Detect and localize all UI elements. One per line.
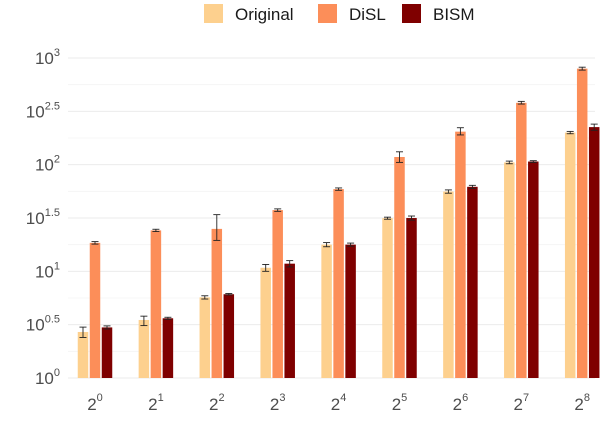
bar-bism-0 xyxy=(101,327,113,378)
bar-disl-2 xyxy=(211,228,223,378)
bars-layer xyxy=(77,68,600,378)
bar-bism-1 xyxy=(162,318,174,378)
error-bar-bism-1 xyxy=(164,316,172,320)
error-bar-disl-4 xyxy=(335,187,343,191)
error-bar-disl-2 xyxy=(213,214,221,241)
error-bar-original-1 xyxy=(140,315,148,327)
bar-disl-8 xyxy=(576,68,588,378)
x-axis-ticks: 20 21 22 23 24 25 26 27 28 xyxy=(87,392,590,414)
y-tick-label: 102 xyxy=(35,154,60,175)
y-tick-label: 101 xyxy=(35,260,60,281)
bar-disl-3 xyxy=(272,210,283,378)
bar-bism-7 xyxy=(528,161,539,378)
error-bar-bism-6 xyxy=(468,184,476,189)
bar-disl-4 xyxy=(333,189,344,378)
y-tick-label: 100.5 xyxy=(26,314,60,335)
error-bar-bism-0 xyxy=(103,325,111,330)
bar-bism-2 xyxy=(223,294,235,378)
bar-original-6 xyxy=(443,191,454,378)
error-bars-layer xyxy=(79,66,598,338)
bar-original-3 xyxy=(260,267,271,378)
error-bar-original-3 xyxy=(262,264,270,272)
error-bar-original-2 xyxy=(201,295,209,300)
x-tick-label: 21 xyxy=(148,392,164,414)
error-bar-bism-7 xyxy=(529,160,537,163)
error-bar-bism-2 xyxy=(225,293,233,296)
y-tick-label: 101.5 xyxy=(26,207,60,228)
x-tick-label: 23 xyxy=(270,392,286,414)
error-bar-original-5 xyxy=(384,216,391,220)
error-bar-bism-8 xyxy=(590,123,598,131)
bar-bism-6 xyxy=(467,186,478,378)
x-tick-label: 22 xyxy=(209,392,225,414)
error-bar-original-8 xyxy=(566,130,574,135)
x-tick-label: 25 xyxy=(392,392,408,414)
error-bar-original-4 xyxy=(323,242,331,248)
error-bar-disl-0 xyxy=(91,241,99,245)
bar-bism-4 xyxy=(345,244,356,378)
bar-disl-0 xyxy=(89,242,101,378)
error-bar-bism-4 xyxy=(347,242,355,247)
bar-original-0 xyxy=(77,331,89,378)
bar-disl-6 xyxy=(455,131,466,378)
error-bar-disl-5 xyxy=(396,151,403,163)
error-bar-disl-6 xyxy=(456,127,464,136)
error-bar-original-6 xyxy=(444,189,452,194)
error-bar-disl-8 xyxy=(578,66,586,71)
error-bar-original-0 xyxy=(79,326,87,338)
legend-swatch xyxy=(204,4,223,23)
bar-bism-8 xyxy=(588,127,600,378)
bar-original-1 xyxy=(138,319,150,378)
legend-label: Original xyxy=(235,5,294,24)
error-bar-disl-3 xyxy=(274,208,282,212)
y-axis-ticks: 100 100.5 101 101.5 102 102.5 103 xyxy=(26,47,60,388)
error-bar-bism-3 xyxy=(286,260,294,268)
x-tick-label: 24 xyxy=(331,392,347,414)
x-tick-label: 26 xyxy=(453,392,469,414)
bar-original-4 xyxy=(321,244,332,378)
bar-original-7 xyxy=(504,162,515,378)
y-tick-label: 102.5 xyxy=(26,100,60,121)
bar-disl-1 xyxy=(150,230,162,378)
bar-disl-7 xyxy=(516,102,527,378)
x-tick-label: 20 xyxy=(87,392,103,414)
legend-swatch xyxy=(402,4,421,23)
bar-bism-5 xyxy=(406,218,417,378)
error-bar-disl-1 xyxy=(152,228,160,233)
legend-item-bism: BISM xyxy=(402,4,475,24)
error-bar-disl-7 xyxy=(517,100,525,105)
bar-original-8 xyxy=(564,132,576,378)
x-tick-label: 27 xyxy=(514,392,530,414)
legend-item-disl: DiSL xyxy=(318,4,386,24)
error-bar-bism-5 xyxy=(408,215,415,221)
bar-original-5 xyxy=(382,218,393,378)
bar-bism-3 xyxy=(284,263,295,378)
legend: Original DiSL BISM xyxy=(204,4,475,24)
bar-disl-5 xyxy=(394,157,405,378)
y-tick-label: 103 xyxy=(35,47,60,68)
legend-label: BISM xyxy=(433,5,475,24)
legend-label: DiSL xyxy=(349,5,386,24)
bar-original-2 xyxy=(199,297,211,378)
x-tick-label: 28 xyxy=(574,392,590,414)
error-bar-original-7 xyxy=(505,160,513,165)
legend-swatch xyxy=(318,4,337,23)
y-tick-label: 100 xyxy=(35,367,60,388)
legend-item-original: Original xyxy=(204,4,294,24)
